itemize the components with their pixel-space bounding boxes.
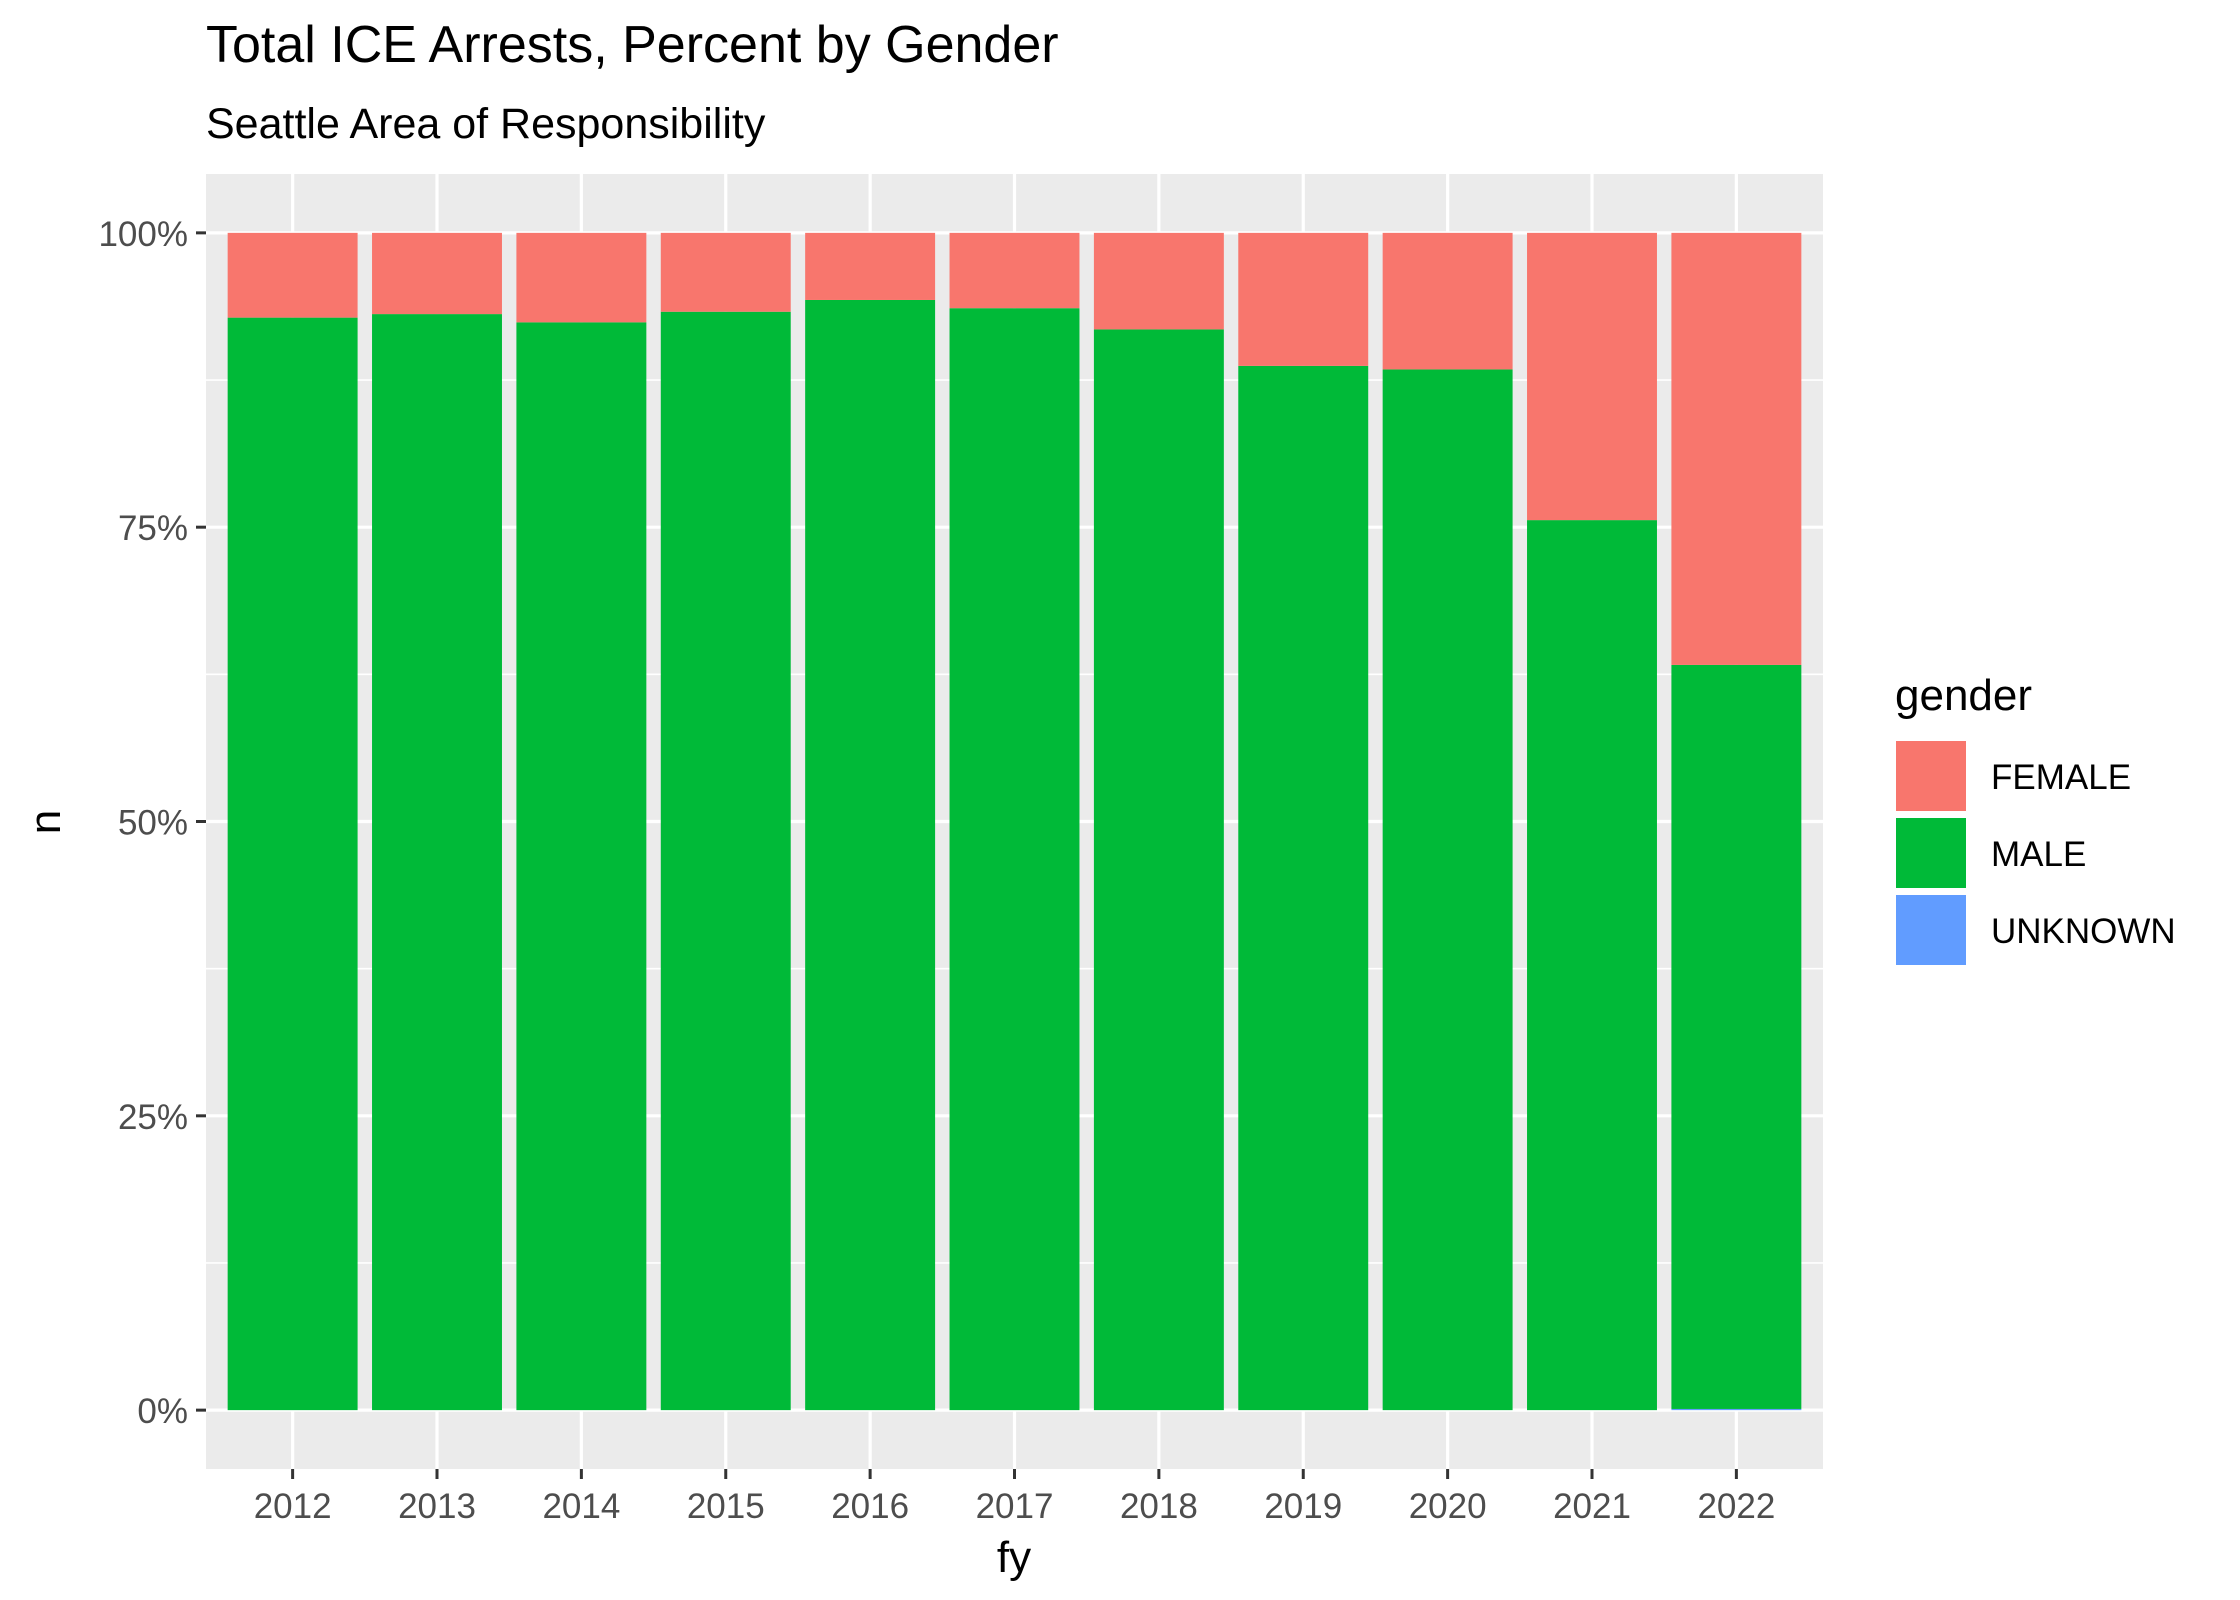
bar-male-2012 [227,317,358,1411]
legend-label-male: MALE [1991,835,2086,874]
bar-male-2019 [1238,365,1369,1411]
bar-male-2022 [1671,664,1802,1409]
x-tick-label: 2013 [398,1487,476,1526]
bar-female-2018 [1093,232,1224,330]
bar-male-2018 [1093,329,1224,1411]
x-tick-label: 2014 [542,1487,620,1526]
bar-male-2017 [949,308,1080,1411]
x-tick-label: 2022 [1697,1487,1775,1526]
bar-female-2021 [1527,232,1657,521]
chart-title: Total ICE Arrests, Percent by Gender [206,16,1059,74]
y-tick-label: 75% [118,509,188,548]
bar-female-2017 [949,232,1080,309]
bar-female-2019 [1238,232,1369,366]
x-axis-label: fy [997,1533,1031,1582]
legend-label-unknown: UNKNOWN [1991,912,2176,951]
y-axis-label: n [21,810,70,834]
legend: gender FEMALE MALE UNKNOWN [1894,671,2176,967]
bar-female-2013 [372,232,502,315]
legend-label-female: FEMALE [1991,758,2131,797]
y-tick-label: 0% [137,1392,188,1431]
bar-female-2016 [805,232,936,300]
legend-key-unknown [1894,893,1968,967]
chart-subtitle: Seattle Area of Responsibility [206,100,766,148]
bar-unknown-2022 [1671,1408,1802,1411]
x-tick-label: 2020 [1409,1487,1487,1526]
bar-female-2014 [516,232,647,323]
x-tick-label: 2017 [976,1487,1054,1526]
legend-title: gender [1895,671,2032,720]
bar-male-2013 [372,314,502,1411]
bar-male-2020 [1382,369,1513,1411]
x-tick-label: 2016 [831,1487,909,1526]
legend-key-male [1894,816,1968,890]
bar-male-2021 [1527,520,1657,1411]
bar-female-2012 [227,232,358,318]
bar-male-2016 [805,299,936,1411]
legend-key-female [1894,739,1968,813]
y-axis: 0% 25% 50% 75% 100% [98,215,206,1431]
bar-female-2020 [1382,232,1513,370]
x-tick-label: 2015 [687,1487,765,1526]
bar-female-2022 [1671,232,1802,665]
y-tick-label: 25% [118,1098,188,1137]
bar-female-2015 [660,232,791,312]
x-tick-label: 2018 [1120,1487,1198,1526]
bars [227,232,1802,1411]
x-tick-label: 2012 [254,1487,332,1526]
bar-male-2015 [660,311,791,1411]
x-axis: 2012 2013 2014 2015 2016 2017 2018 2019 2020 2021… [254,1469,1775,1526]
y-tick-label: 50% [118,804,188,843]
x-tick-label: 2021 [1553,1487,1631,1526]
x-tick-label: 2019 [1264,1487,1342,1526]
bar-male-2014 [516,322,647,1411]
y-tick-label: 100% [98,215,188,254]
